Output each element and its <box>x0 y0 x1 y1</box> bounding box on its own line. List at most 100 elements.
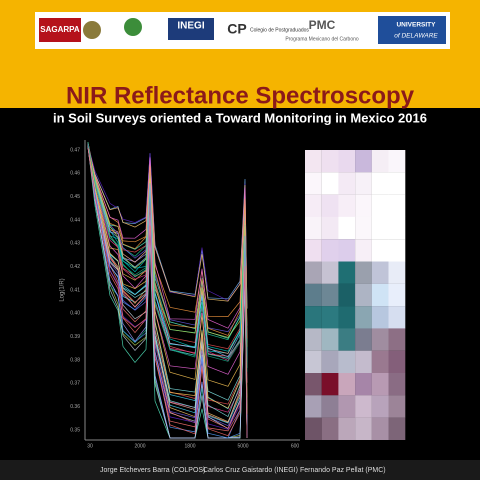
x-tick-label: 5000 <box>237 443 248 449</box>
y-tick-label: 0.38 <box>70 357 80 363</box>
y-tick-label: 0.36 <box>70 404 80 410</box>
y-tick-label: 0.35 <box>70 427 80 433</box>
pixel <box>388 216 406 240</box>
pixel <box>371 194 389 217</box>
pixel <box>305 373 322 396</box>
pixel <box>388 172 406 195</box>
pixel <box>338 373 356 396</box>
pixel <box>371 328 389 351</box>
pixel <box>338 172 356 195</box>
pixel <box>388 417 406 440</box>
pixel <box>305 395 322 418</box>
pixel <box>321 350 339 374</box>
pixel <box>305 417 322 440</box>
pixel <box>388 239 406 262</box>
logo-text: UNIVERSITY <box>396 22 436 29</box>
y-tick-label: 0.37 <box>70 381 80 387</box>
logo-text: CP <box>227 21 246 37</box>
author: Carlos Cruz Gaistardo (INEGI) <box>203 467 298 474</box>
logo-text: PMC <box>309 18 336 32</box>
pixel <box>321 216 339 240</box>
author: Jorge Etchevers Barra (COLPOS) <box>100 467 205 474</box>
pixel <box>371 150 389 173</box>
pixel <box>388 395 406 418</box>
subtitle: in Soil Surveys oriented a Toward Monito… <box>53 110 427 125</box>
pixel <box>371 172 389 195</box>
pixel <box>388 150 406 173</box>
pixel <box>355 395 372 418</box>
title: NIR Reflectance Spectroscopy <box>66 82 415 109</box>
pixel <box>371 261 389 284</box>
pixel <box>355 306 372 329</box>
pixel <box>338 283 356 307</box>
logo-text: Programa Mexicano del Carbono <box>285 36 359 42</box>
pixel <box>305 350 322 374</box>
spectrum <box>87 147 248 439</box>
y-tick-label: 0.41 <box>70 287 80 293</box>
pixel <box>321 395 339 418</box>
pixel <box>371 417 389 440</box>
pixel <box>388 261 406 284</box>
pixel <box>305 150 322 173</box>
pixel <box>305 328 322 351</box>
spectrum <box>87 143 248 347</box>
y-axis-label: Log(1/R) <box>60 278 66 301</box>
pixel <box>305 239 322 262</box>
pixel <box>371 239 389 262</box>
y-tick-label: 0.44 <box>70 217 80 223</box>
pixel <box>338 150 356 173</box>
pixel <box>388 194 406 217</box>
pixel <box>371 216 389 240</box>
spectrum <box>87 143 248 363</box>
logo-text: Colegio de Postgraduados <box>250 27 309 33</box>
spectrum <box>87 145 248 343</box>
inegi-logo <box>168 18 214 40</box>
pixel <box>355 172 372 195</box>
spectrum <box>87 147 248 414</box>
y-tick-label: 0.47 <box>70 147 80 153</box>
pixel <box>388 350 406 374</box>
ud-logo <box>378 16 446 44</box>
pixel <box>371 395 389 418</box>
pixel <box>355 328 372 351</box>
pixel <box>355 261 372 284</box>
y-tick-label: 0.45 <box>70 194 80 200</box>
pixel <box>355 417 372 440</box>
y-tick-label: 0.42 <box>70 264 80 270</box>
pixel <box>305 261 322 284</box>
pixel <box>355 150 372 173</box>
pixel <box>321 239 339 262</box>
pixel <box>355 216 372 240</box>
y-tick-label: 0.43 <box>70 241 80 247</box>
spectrum <box>87 145 248 398</box>
pixel <box>371 373 389 396</box>
pixel <box>338 328 356 351</box>
pixel <box>338 306 356 329</box>
pixel <box>321 283 339 307</box>
pixel <box>305 172 322 195</box>
pixel <box>355 283 372 307</box>
sagarpa-logo <box>39 18 81 42</box>
spectrum <box>87 145 248 339</box>
pixel <box>388 306 406 329</box>
pixel <box>321 172 339 195</box>
pixel <box>338 417 356 440</box>
pixel <box>338 261 356 284</box>
pixel <box>338 350 356 374</box>
y-tick-label: 0.40 <box>70 311 80 317</box>
pixel <box>355 373 372 396</box>
pixel <box>355 350 372 374</box>
pixel <box>321 373 339 396</box>
pixel <box>355 194 372 217</box>
logo-text: INEGI <box>177 21 204 32</box>
spectrum <box>87 142 248 372</box>
pixel <box>321 328 339 351</box>
footer-band <box>0 460 480 480</box>
y-tick-label: 0.39 <box>70 334 80 340</box>
pixel <box>305 216 322 240</box>
logo-text: of DELAWARE <box>394 33 438 40</box>
spectrum <box>87 147 248 439</box>
pixel <box>338 239 356 262</box>
spectrum <box>87 147 248 339</box>
pixel <box>321 261 339 284</box>
